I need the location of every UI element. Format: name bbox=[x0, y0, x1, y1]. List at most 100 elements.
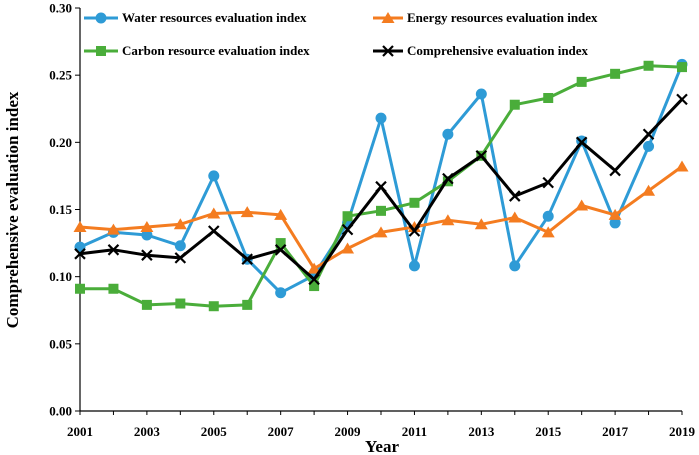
data-point bbox=[106, 223, 120, 235]
data-point bbox=[643, 140, 655, 152]
data-point bbox=[408, 225, 421, 237]
series-line bbox=[79, 165, 683, 271]
data-point bbox=[408, 260, 420, 272]
data-point bbox=[374, 226, 388, 238]
legend-item-comprehensive: Comprehensive evaluation index bbox=[373, 43, 589, 58]
data-point bbox=[207, 207, 221, 219]
data-point bbox=[675, 160, 689, 172]
x-axis-title: Year bbox=[365, 437, 399, 455]
series-1 bbox=[73, 160, 689, 274]
data-point bbox=[274, 208, 288, 220]
data-point bbox=[676, 93, 688, 106]
y-tick-label: 0.15 bbox=[49, 202, 72, 217]
data-point bbox=[73, 220, 87, 232]
data-point bbox=[208, 301, 219, 312]
y-tick-label: 0.10 bbox=[49, 269, 72, 284]
data-point bbox=[241, 253, 253, 265]
x-tick-label: 2015 bbox=[535, 424, 562, 439]
data-point bbox=[309, 281, 320, 292]
data-point bbox=[341, 223, 354, 236]
data-point bbox=[175, 298, 186, 309]
x-ticks: 2001 2003 2005 2007 2009 2011 2013 2015 2017 2019 bbox=[67, 411, 696, 439]
data-point bbox=[108, 283, 119, 294]
y-axis-title: Comprehensive evaluation index bbox=[3, 91, 22, 328]
data-point bbox=[474, 218, 488, 230]
data-point bbox=[508, 211, 522, 223]
data-point bbox=[74, 248, 86, 260]
x-tick-label: 2005 bbox=[201, 424, 228, 439]
data-point bbox=[609, 217, 621, 229]
data-point bbox=[342, 211, 353, 222]
legend-swatch-marker bbox=[381, 12, 395, 23]
data-point bbox=[140, 220, 154, 232]
y-tick-label: 0.20 bbox=[49, 135, 72, 150]
legend-label-carbon: Carbon resource evaluation index bbox=[122, 43, 310, 58]
data-point bbox=[275, 238, 286, 249]
data-point bbox=[174, 252, 187, 264]
data-point bbox=[509, 190, 521, 202]
data-point bbox=[174, 240, 186, 252]
x-tick-label: 2001 bbox=[67, 424, 93, 439]
data-point bbox=[610, 68, 621, 79]
data-point bbox=[541, 226, 555, 238]
data-point bbox=[543, 93, 554, 104]
data-point bbox=[542, 210, 554, 222]
x-tick-label: 2017 bbox=[602, 424, 629, 439]
legend-swatch-marker bbox=[382, 45, 394, 57]
data-point bbox=[677, 62, 687, 73]
data-point bbox=[575, 199, 589, 211]
legend-label-water: Water resources evaluation index bbox=[122, 10, 307, 25]
x-tick-label: 2011 bbox=[402, 424, 427, 439]
data-point bbox=[642, 128, 655, 141]
y-ticks: 0.00 0.05 0.10 0.15 0.20 0.25 0.30 bbox=[49, 1, 80, 419]
data-point bbox=[643, 60, 654, 71]
y-tick-label: 0.00 bbox=[49, 404, 72, 419]
data-point bbox=[509, 99, 520, 110]
data-point bbox=[475, 149, 488, 162]
data-point bbox=[575, 136, 588, 149]
x-tick-label: 2019 bbox=[669, 424, 696, 439]
legend-swatch-marker bbox=[96, 46, 106, 56]
y-tick-label: 0.25 bbox=[49, 68, 72, 83]
data-point bbox=[141, 299, 152, 310]
x-tick-label: 2003 bbox=[134, 424, 161, 439]
plot-area: 0.000.050.100.150.200.250.30 2001 2003 200… bbox=[49, 1, 695, 440]
x-tick-label: 2013 bbox=[468, 424, 495, 439]
data-point bbox=[208, 170, 220, 182]
x-tick-label: 2009 bbox=[335, 424, 362, 439]
series-3 bbox=[74, 93, 688, 286]
legend-swatch-marker bbox=[95, 12, 107, 24]
data-point bbox=[409, 197, 420, 208]
data-point bbox=[375, 180, 387, 193]
legend-item-carbon: Carbon resource evaluation index bbox=[84, 43, 310, 58]
data-point bbox=[341, 242, 355, 254]
data-point bbox=[376, 205, 386, 216]
data-point bbox=[576, 76, 587, 87]
data-point bbox=[509, 260, 521, 272]
legend: Water resources evaluation index Energy … bbox=[84, 10, 598, 58]
data-point bbox=[441, 214, 455, 226]
data-point bbox=[173, 218, 187, 230]
data-point bbox=[107, 244, 120, 256]
y-tick-label: 0.30 bbox=[49, 1, 72, 16]
series-line bbox=[79, 98, 684, 281]
data-point bbox=[141, 249, 153, 261]
data-point bbox=[242, 299, 253, 310]
legend-item-energy: Energy resources evaluation index bbox=[373, 10, 598, 25]
legend-item-water: Water resources evaluation index bbox=[84, 10, 307, 25]
x-tick-label: 2007 bbox=[268, 424, 295, 439]
data-point bbox=[542, 176, 554, 189]
data-point bbox=[475, 88, 487, 100]
data-point bbox=[642, 184, 656, 196]
data-point bbox=[208, 225, 220, 237]
data-point bbox=[141, 229, 153, 241]
data-point bbox=[442, 128, 454, 140]
data-point bbox=[75, 283, 85, 294]
data-point bbox=[275, 287, 287, 299]
legend-label-energy: Energy resources evaluation index bbox=[407, 10, 598, 25]
data-point bbox=[608, 208, 622, 220]
series-0 bbox=[74, 58, 688, 299]
data-point bbox=[307, 262, 321, 274]
data-point bbox=[442, 172, 454, 185]
